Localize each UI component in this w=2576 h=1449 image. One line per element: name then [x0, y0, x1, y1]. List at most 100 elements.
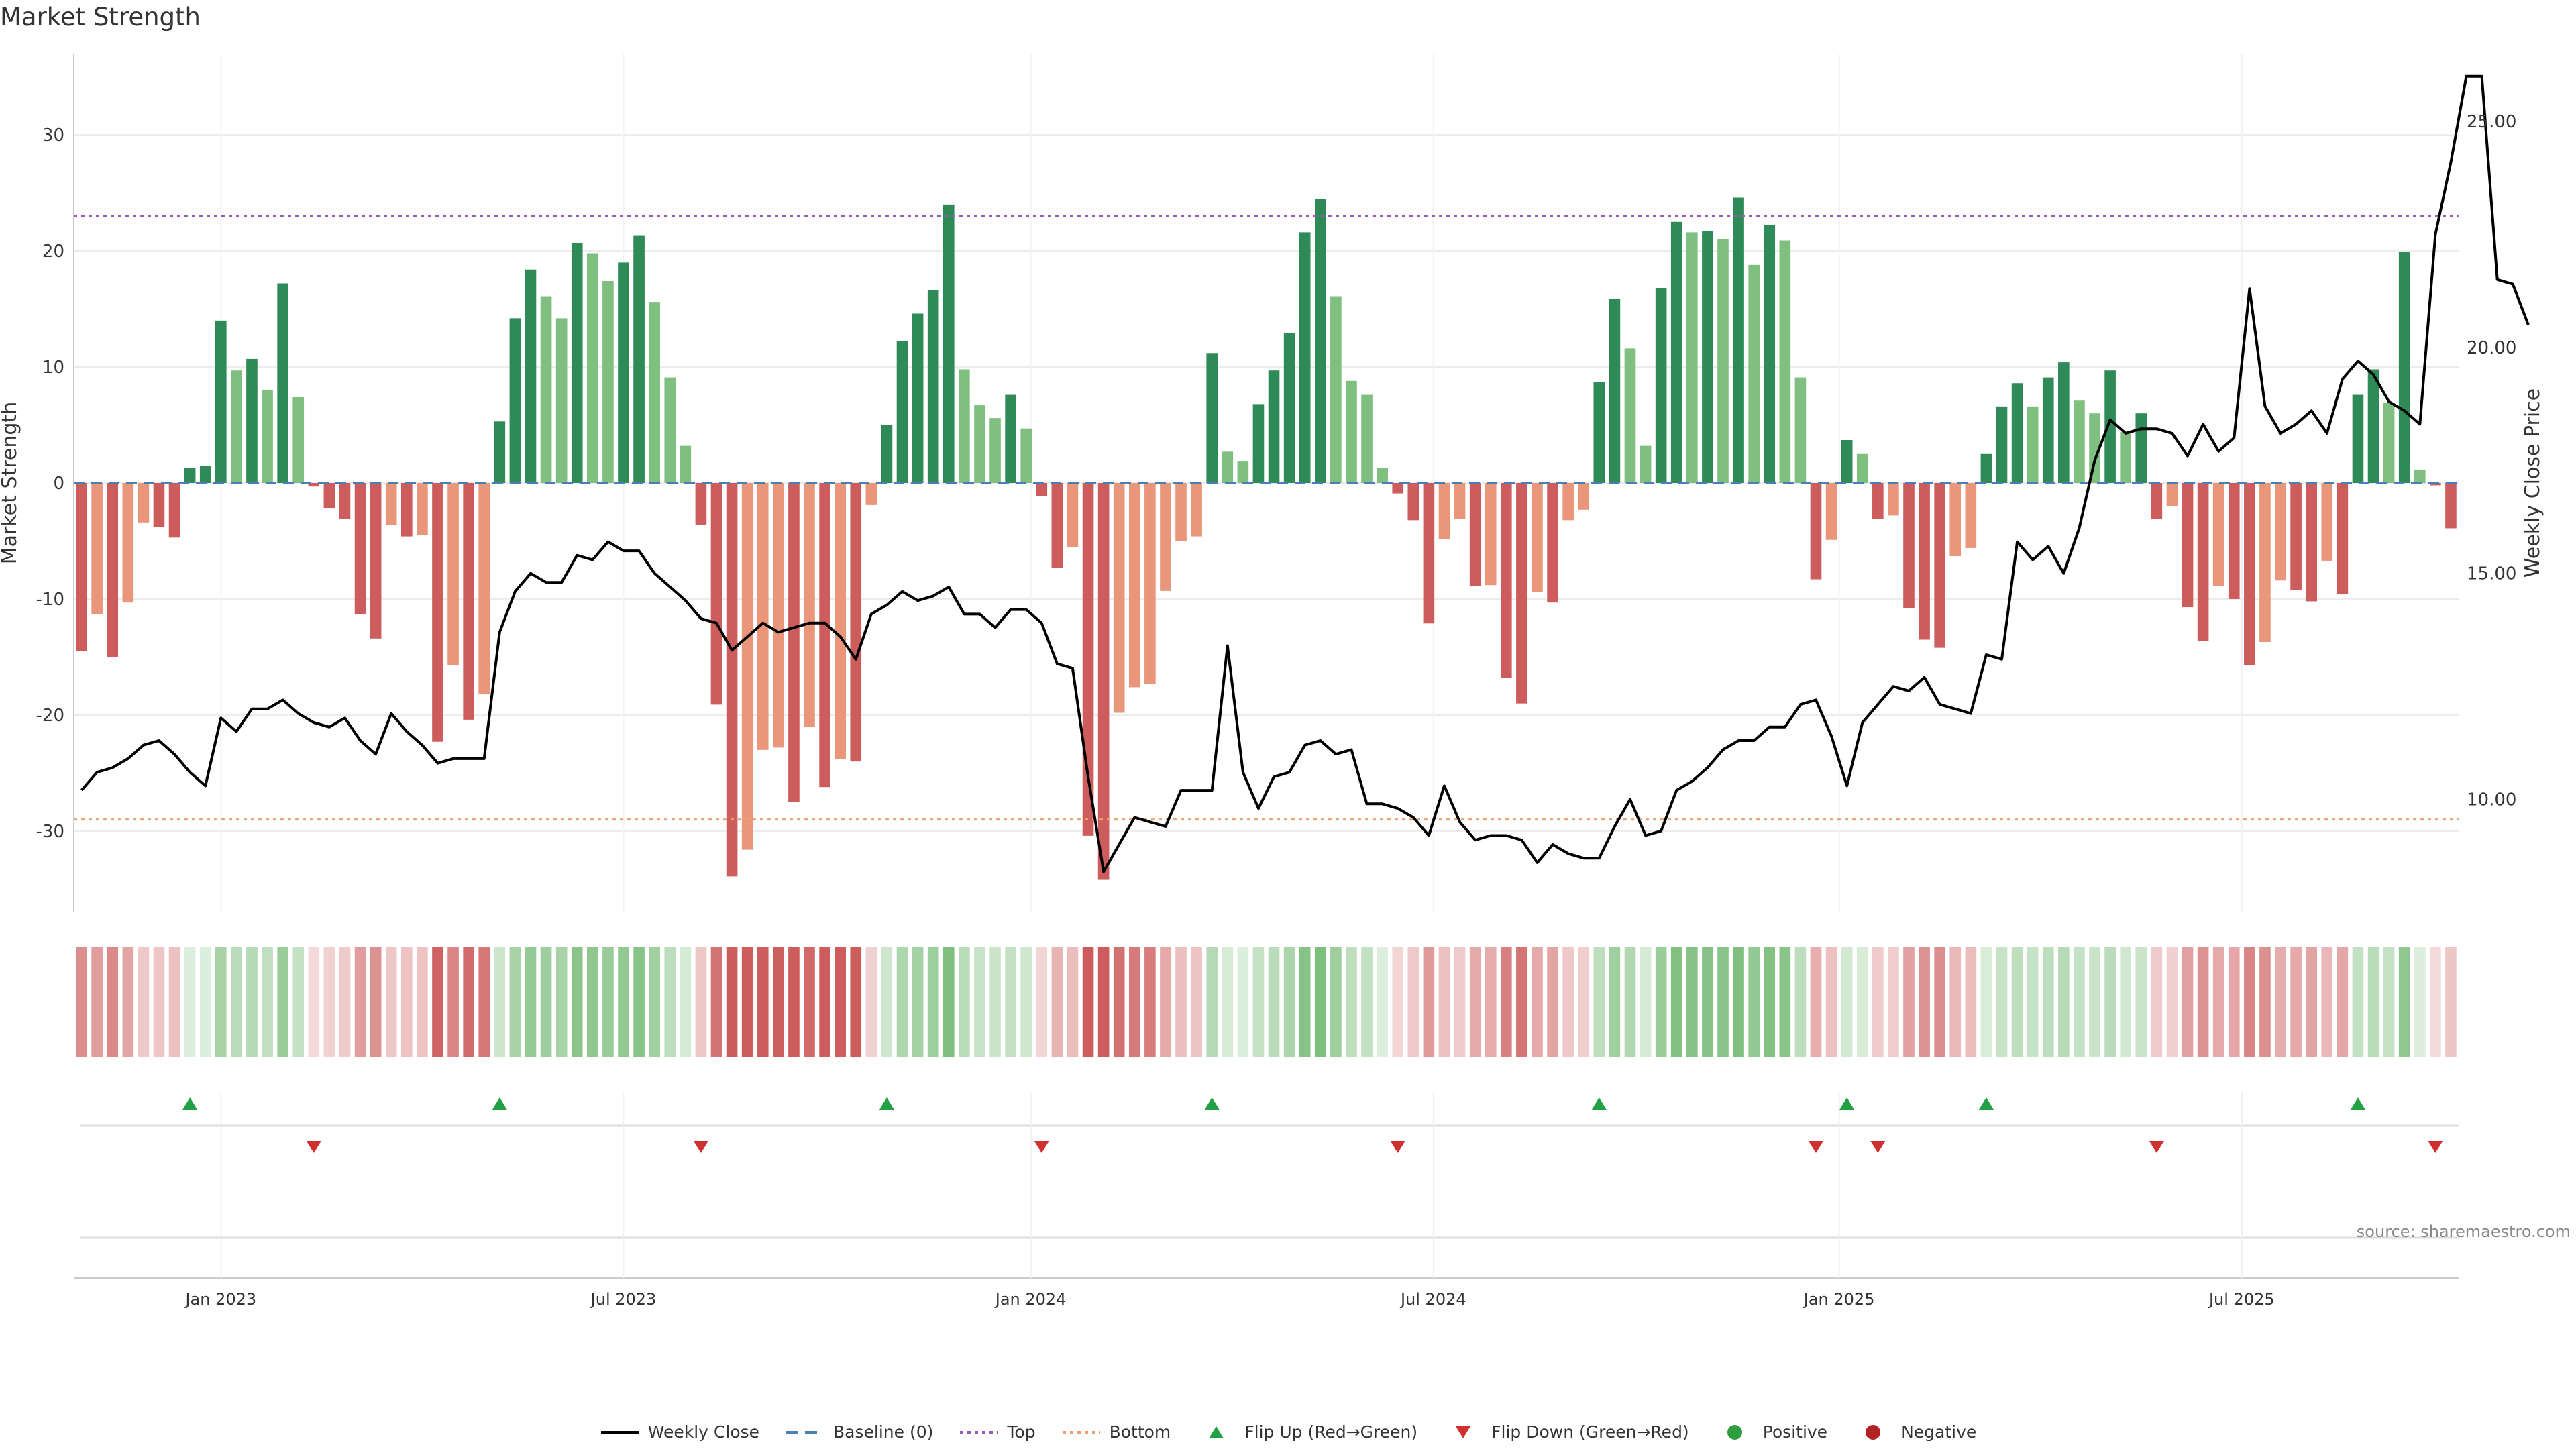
strength-bar	[1252, 404, 1265, 483]
strength-bar	[2244, 483, 2255, 665]
strength-bar	[2151, 483, 2163, 519]
strength-bar	[1547, 483, 1558, 603]
strength-bar	[292, 397, 305, 483]
heat-cell	[1191, 947, 1202, 1057]
strength-bar	[2352, 394, 2364, 483]
strength-bar	[1934, 483, 1945, 648]
legend-item-flip-down: Flip Down (Green→Red)	[1443, 1422, 1689, 1442]
legend-label: Positive	[1762, 1422, 1828, 1442]
strength-bar	[555, 318, 568, 483]
heat-cell	[1810, 947, 1822, 1057]
heat-cell	[1609, 947, 1621, 1057]
strength-bars	[76, 197, 2457, 880]
heat-cell	[695, 947, 707, 1057]
x-tick-label: Jan 2025	[1803, 1290, 1875, 1309]
heat-cell	[881, 947, 893, 1057]
heat-cell	[1919, 947, 1930, 1057]
strength-bar	[943, 204, 955, 483]
heat-cell	[1222, 947, 1234, 1057]
heat-cell	[277, 947, 288, 1057]
heat-cell	[1330, 947, 1342, 1057]
strength-bar	[1919, 483, 1930, 640]
x-tick-label: Jul 2024	[1399, 1290, 1466, 1309]
legend-item-top: Top	[959, 1422, 1036, 1442]
strength-bar	[184, 468, 196, 483]
heat-cell	[1407, 947, 1419, 1057]
reference-lines	[74, 215, 2459, 821]
strength-bar	[1454, 483, 1466, 519]
heat-cell	[478, 947, 490, 1057]
heat-cell	[1903, 947, 1915, 1057]
heat-cell	[1872, 947, 1884, 1057]
heat-cell	[1516, 947, 1527, 1057]
strength-bar	[91, 483, 103, 614]
strength-bar	[788, 483, 800, 802]
heat-cell	[231, 947, 242, 1057]
legend-label: Flip Up (Red→Green)	[1244, 1422, 1418, 1442]
flip-down-marker	[306, 1141, 321, 1153]
heat-cell	[2352, 947, 2364, 1057]
heat-cell	[2321, 947, 2333, 1057]
heat-cell	[76, 947, 87, 1057]
strength-bar	[2011, 383, 2023, 483]
heat-cell	[633, 947, 645, 1057]
strength-bar	[1686, 232, 1698, 483]
heat-cell	[2135, 947, 2147, 1057]
left-tick-label: -30	[36, 822, 64, 842]
right-tick-label: 15.00	[2467, 564, 2516, 584]
heat-cell	[602, 947, 614, 1057]
heat-cell	[865, 947, 877, 1057]
strength-bar	[1097, 483, 1110, 880]
heat-cell	[2058, 947, 2070, 1057]
heat-cell	[1702, 947, 1713, 1057]
heat-cell	[1036, 947, 1048, 1057]
strength-bar	[215, 320, 227, 483]
strength-bar	[1980, 453, 1992, 483]
strength-bar	[478, 483, 490, 694]
strength-bar	[881, 425, 893, 483]
strength-bar	[323, 483, 335, 509]
strength-bar	[695, 483, 707, 525]
heat-cell	[1160, 947, 1171, 1057]
heat-cell	[2120, 947, 2131, 1057]
flip-down-marker	[693, 1141, 708, 1153]
axes: 30 20 10 0 -10 -20 -30 25.00 20.00 15.00 10.00 Mark…	[0, 54, 2544, 912]
heat-cell	[1996, 947, 2008, 1057]
heat-cell	[339, 947, 351, 1057]
strength-bar	[1485, 483, 1497, 586]
heat-cell	[1206, 947, 1218, 1057]
strength-bar	[1020, 428, 1032, 483]
right-tick-label: 10.00	[2467, 790, 2516, 810]
strength-bar	[1516, 483, 1527, 704]
left-tick-label: 20	[42, 241, 64, 262]
heat-cell	[912, 947, 924, 1057]
strength-bar	[1609, 298, 1621, 483]
heat-cell	[555, 947, 568, 1057]
strength-bar	[1377, 468, 1388, 483]
heat-cell	[2166, 947, 2178, 1057]
strength-bar	[959, 369, 970, 483]
heat-cell	[323, 947, 335, 1057]
heat-cell	[1856, 947, 1868, 1057]
strength-bar	[2104, 370, 2116, 483]
strength-bar	[1779, 240, 1791, 483]
heat-cell	[850, 947, 862, 1057]
strength-bar	[1532, 483, 1543, 592]
heat-cell	[138, 947, 150, 1057]
heat-cell	[1020, 947, 1032, 1057]
strength-bar	[2135, 413, 2147, 483]
heat-cell	[618, 947, 629, 1057]
heat-cell	[2259, 947, 2271, 1057]
positive-legend-icon	[1715, 1424, 1755, 1441]
strength-bar	[2042, 377, 2054, 483]
heat-cell	[1655, 947, 1667, 1057]
flip-down-marker	[1034, 1141, 1049, 1153]
strength-bar	[370, 483, 382, 639]
heat-cell	[2430, 947, 2441, 1057]
heat-cell	[1067, 947, 1079, 1057]
strength-bar	[602, 281, 614, 483]
heat-cell	[2197, 947, 2209, 1057]
strength-bar	[1268, 370, 1280, 483]
strength-bar	[1841, 440, 1853, 483]
strength-bar	[262, 390, 273, 483]
